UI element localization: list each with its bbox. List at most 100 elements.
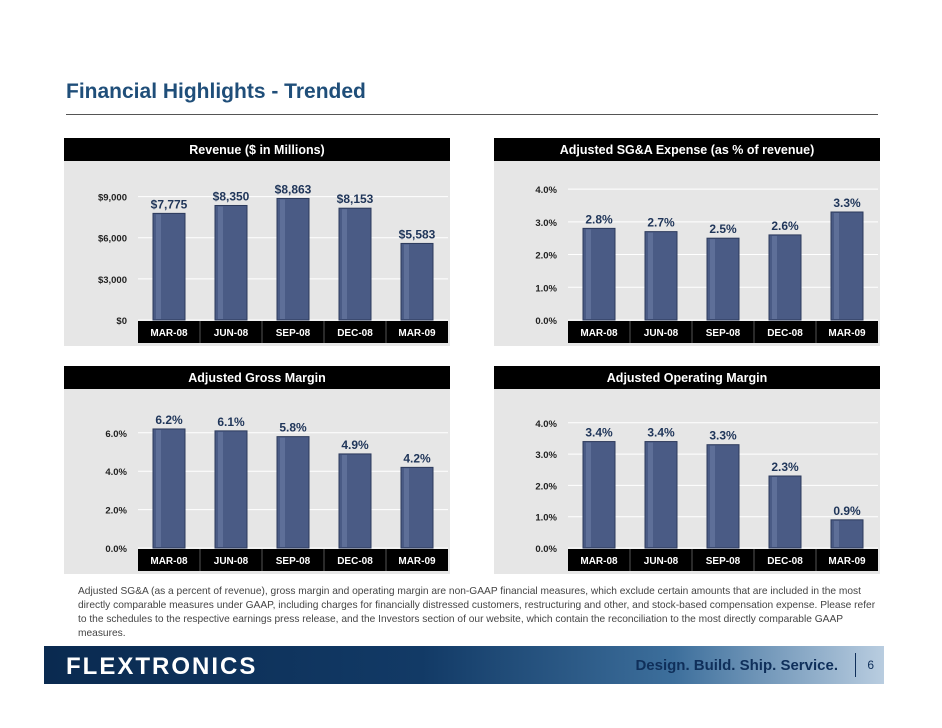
sga-data-label: 2.6% [771,219,799,233]
sga-ytick-label: 4.0% [535,185,557,196]
operating-margin-category-label: JUN-08 [644,556,679,567]
title-rule [66,114,878,115]
sga-xaxis-bar [568,321,878,343]
sga-data-label: 2.5% [709,222,737,236]
gross-margin-xaxis-bar [138,549,448,571]
revenue-data-label: $5,583 [399,227,436,241]
operating-margin-bar-shine [648,442,653,547]
revenue-bar-shine [342,209,347,319]
gross-margin-bar-shine [218,431,223,547]
gross-margin-category-label: SEP-08 [276,556,311,567]
sga-bar-shine [834,213,839,319]
gross-margin-data-label: 6.2% [155,413,183,427]
revenue-data-label: $8,153 [337,192,374,206]
gross-margin-bar-shine [280,437,285,547]
slide-title: Financial Highlights - Trended [66,80,366,103]
revenue-category-label: MAR-09 [398,328,436,339]
sga-bar-shine [772,235,777,319]
operating-margin-ytick-label: 1.0% [535,513,557,524]
gross-margin-chart: Adjusted Gross Margin 0.0% 2.0% 4.0% 6.0% 6.2… [64,366,450,574]
operating-margin-ytick-label: 3.0% [535,450,557,461]
revenue-xaxis-bar [138,321,448,343]
gross-margin-category-label: DEC-08 [337,556,373,567]
sga-bar-shine [586,229,591,319]
page-number: 6 [867,658,874,672]
gross-margin-category-label: MAR-08 [150,556,188,567]
revenue-bar-shine [280,199,285,319]
revenue-header-bar [64,138,450,161]
revenue-data-label: $8,863 [275,182,312,196]
gross-margin-bar-shine [404,468,409,547]
gross-margin-ytick-label: 0.0% [105,544,127,555]
footnote: Adjusted SG&A (as a percent of revenue),… [78,586,876,639]
gross-margin-data-label: 4.9% [341,438,369,452]
operating-margin-category-label: DEC-08 [767,556,803,567]
operating-margin-data-label: 3.4% [585,426,613,440]
revenue-ytick-label: $6,000 [98,234,127,245]
gross-margin-category-label: MAR-09 [398,556,436,567]
operating-margin-chart-title: Adjusted Operating Margin [607,371,767,385]
operating-margin-data-label: 2.3% [771,460,799,474]
operating-margin-category-label: SEP-08 [706,556,741,567]
sga-category-label: SEP-08 [706,328,741,339]
sga-chart-title: Adjusted SG&A Expense (as % of revenue) [560,143,814,157]
gross-margin-ytick-label: 2.0% [105,506,127,517]
revenue-data-label: $8,350 [213,189,250,203]
operating-margin-header-bar [494,366,880,389]
revenue-category-label: SEP-08 [276,328,311,339]
revenue-ytick-label: $9,000 [98,193,127,204]
tagline: Design. Build. Ship. Service. [635,657,838,674]
sga-bar-shine [648,232,653,319]
operating-margin-ytick-label: 2.0% [535,481,557,492]
sga-header-bar [494,138,880,161]
revenue-category-label: DEC-08 [337,328,373,339]
sga-plot-area [494,161,880,346]
operating-margin-xaxis-bar [568,549,878,571]
sga-data-label: 3.3% [833,196,861,210]
operating-margin-bar-shine [710,445,715,547]
revenue-category-label: JUN-08 [214,328,249,339]
operating-margin-category-label: MAR-08 [580,556,618,567]
sga-category-label: MAR-09 [828,328,866,339]
operating-margin-data-label: 3.4% [647,426,675,440]
revenue-plot-area [64,161,450,346]
gross-margin-chart-title: Adjusted Gross Margin [188,371,326,385]
footer-bar: FLEXTRONICS Design. Build. Ship. Service… [44,646,884,684]
sga-ytick-label: 1.0% [535,283,557,294]
sga-ytick-label: 3.0% [535,218,557,229]
sga-chart: Adjusted SG&A Expense (as % of revenue) 0… [494,138,880,346]
sga-data-label: 2.8% [585,212,613,226]
gross-margin-svg: Adjusted Gross Margin 0.0% 2.0% 4.0% 6.0% 6.2… [64,366,450,574]
sga-category-label: JUN-08 [644,328,679,339]
operating-margin-data-label: 3.3% [709,429,737,443]
gross-margin-ytick-label: 6.0% [105,429,127,440]
gross-margin-bar-shine [156,429,161,547]
sga-category-label: MAR-08 [580,328,618,339]
revenue-chart: Revenue ($ in Millions) $0 $3,000 $6,000 $9,… [64,138,450,346]
operating-margin-data-label: 0.9% [833,504,861,518]
gross-margin-data-label: 6.1% [217,415,245,429]
operating-margin-chart: Adjusted Operating Margin 0.0% 1.0% 2.0% 3.0… [494,366,880,574]
gross-margin-plot-area [64,389,450,574]
operating-margin-bar-shine [586,442,591,547]
gross-margin-category-label: JUN-08 [214,556,249,567]
revenue-svg: Revenue ($ in Millions) $0 $3,000 $6,000 $9,… [64,138,450,346]
revenue-bar-shine [404,244,409,319]
operating-margin-plot-area [494,389,880,574]
sga-data-label: 2.7% [647,216,675,230]
sga-svg: Adjusted SG&A Expense (as % of revenue) 0… [494,138,880,346]
gross-margin-bar-shine [342,454,347,547]
operating-margin-bar-shine [834,520,839,547]
gross-margin-ytick-label: 4.0% [105,467,127,478]
sga-ytick-label: 2.0% [535,251,557,262]
gross-margin-data-label: 4.2% [403,451,431,465]
gross-margin-header-bar [64,366,450,389]
company-logo: FLEXTRONICS [66,653,258,680]
operating-margin-category-label: MAR-09 [828,556,866,567]
operating-margin-ytick-label: 4.0% [535,419,557,430]
sga-category-label: DEC-08 [767,328,803,339]
revenue-chart-title: Revenue ($ in Millions) [189,143,324,157]
revenue-bar-shine [156,214,161,319]
gross-margin-data-label: 5.8% [279,421,307,435]
revenue-ytick-label: $3,000 [98,275,127,286]
